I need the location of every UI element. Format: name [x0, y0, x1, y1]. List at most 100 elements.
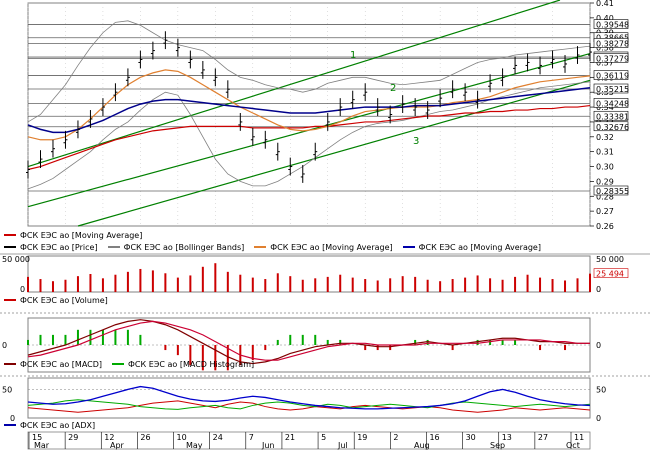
level-label: 0.35215 [596, 85, 629, 94]
volume-bar [464, 277, 467, 292]
y-tick-label: 0.37 [596, 58, 614, 67]
level-label: 0.36119 [596, 72, 629, 81]
legend-label: ФСК ЕЭС ао [MACD Histogram] [128, 359, 255, 369]
volume-bar [414, 276, 417, 292]
volume-bar [139, 268, 142, 292]
volume-bar [364, 279, 367, 292]
ma-blue-line [27, 86, 591, 134]
legend-macd: ФСК ЕЭС ао [MACD] [4, 360, 102, 369]
volume-bar [289, 276, 292, 292]
legend-adx: ФСК ЕЭС ао [ADX] [4, 421, 95, 430]
volume-bar [201, 266, 204, 292]
volume-bar [339, 274, 342, 292]
y-tick-label: 0.27 [596, 207, 614, 216]
channel-label-1: 1 [350, 50, 356, 61]
legend-swatch [4, 234, 16, 236]
volume-bar [189, 275, 192, 292]
adx-tick-label-right: 0 [596, 414, 601, 423]
volume-bar [76, 276, 79, 292]
price-legend-row-2: ФСК ЕЭС ао [Price] ФСК ЕЭС ао [Bollinger… [4, 241, 551, 253]
volume-bar [251, 277, 254, 292]
x-axis-frame [27, 431, 591, 450]
ma-red-line [27, 104, 591, 171]
y-tick-label: 0.29 [596, 177, 614, 186]
volume-bar [501, 279, 504, 292]
volume-bar [239, 274, 242, 292]
volume-tick-label-right: 0 [596, 285, 601, 294]
volume-last-box [593, 268, 629, 278]
x-tick-label: 2 [393, 433, 398, 442]
x-month-label: Jul [337, 441, 348, 450]
x-month-label: Jun [261, 441, 275, 450]
level-label: 0.32676 [596, 123, 629, 132]
level-label-box [593, 121, 629, 132]
level-label: 0.34248 [596, 99, 629, 108]
volume-bar [476, 275, 479, 292]
x-tick-label: 30 [466, 433, 476, 442]
legend-label: ФСК ЕЭС ао [Moving Average] [270, 242, 393, 252]
y-tick-label: 0.38 [596, 44, 614, 53]
volume-bar [351, 277, 354, 292]
x-tick-label: 29 [68, 433, 78, 442]
legend-price: ФСК ЕЭС ао [Price] [4, 243, 98, 252]
level-label-box [593, 83, 629, 94]
macd-line [27, 319, 590, 365]
legend-swatch [112, 363, 125, 365]
volume-bar [276, 273, 279, 292]
adx-tick-label: 50 [2, 385, 12, 394]
volume-tick-label: 50 000 [2, 255, 30, 264]
volume-bar [439, 281, 442, 292]
x-month-label: May [186, 441, 203, 450]
adx-plus-di-line [27, 399, 591, 410]
y-tick-label: 0.41 [596, 0, 614, 8]
channel-label-3: 3 [413, 136, 419, 147]
ma-orange-line [27, 69, 591, 141]
volume-bar [89, 274, 92, 292]
level-label-box [593, 53, 629, 63]
y-tick-label: 0.32 [596, 133, 614, 142]
volume-bar [101, 278, 104, 292]
legend-label: ФСК ЕЭС ао [Moving Average] [20, 230, 143, 240]
x-tick-label: 11 [574, 433, 584, 442]
adx-legend-row: ФСК ЕЭС ао [ADX] [4, 419, 105, 431]
volume-tick-label-right: 50 000 [596, 255, 624, 264]
x-tick-label: 12 [104, 433, 114, 442]
x-tick-label: 26 [140, 433, 150, 442]
price-panel-frame [27, 2, 591, 227]
channel-label-2: 2 [390, 83, 396, 94]
legend-swatch [4, 363, 16, 365]
y-tick-label: 0.31 [596, 148, 614, 157]
legend-ma-red: ФСК ЕЭС ао [Moving Average] [4, 231, 142, 240]
volume-bar [176, 277, 179, 292]
x-tick-label: 27 [538, 433, 548, 442]
legend-bollinger: ФСК ЕЭС ао [Bollinger Bands] [107, 242, 245, 252]
level-label: 0.33381 [596, 112, 629, 121]
volume-bar [589, 273, 591, 292]
volume-bar [301, 279, 304, 292]
macd-legend-row: ФСК ЕЭС ао [MACD] ФСК ЕЭС ао [MACD Histo… [4, 358, 264, 370]
volume-bar [27, 276, 29, 292]
adx-minus-di-line [27, 400, 591, 413]
volume-bar [576, 278, 579, 292]
adx-line [27, 385, 591, 410]
x-month-label: Oct [566, 441, 580, 450]
x-tick-label: 15 [32, 433, 42, 442]
volume-bar [214, 263, 217, 292]
level-label-box [593, 19, 629, 29]
volume-bar [426, 279, 429, 292]
legend-label: ФСК ЕЭС ао [Price] [20, 242, 98, 252]
volume-bar [389, 278, 392, 292]
legend-label: ФСК ЕЭС ао [Bollinger Bands] [123, 242, 245, 252]
legend-swatch [402, 246, 415, 248]
volume-bar [39, 279, 42, 292]
volume-last-label: 25 494 [596, 270, 624, 279]
volume-bar [551, 279, 554, 292]
legend-label: ФСК ЕЭС ао [Moving Average] [418, 242, 541, 252]
macd-tick-label-left: 0 [2, 341, 7, 350]
x-tick-label: 21 [285, 433, 295, 442]
x-tick-label: 5 [321, 433, 326, 442]
x-month-label: Apr [110, 441, 125, 450]
legend-swatch [4, 299, 16, 301]
adx-tick-label: 0 [10, 414, 15, 423]
